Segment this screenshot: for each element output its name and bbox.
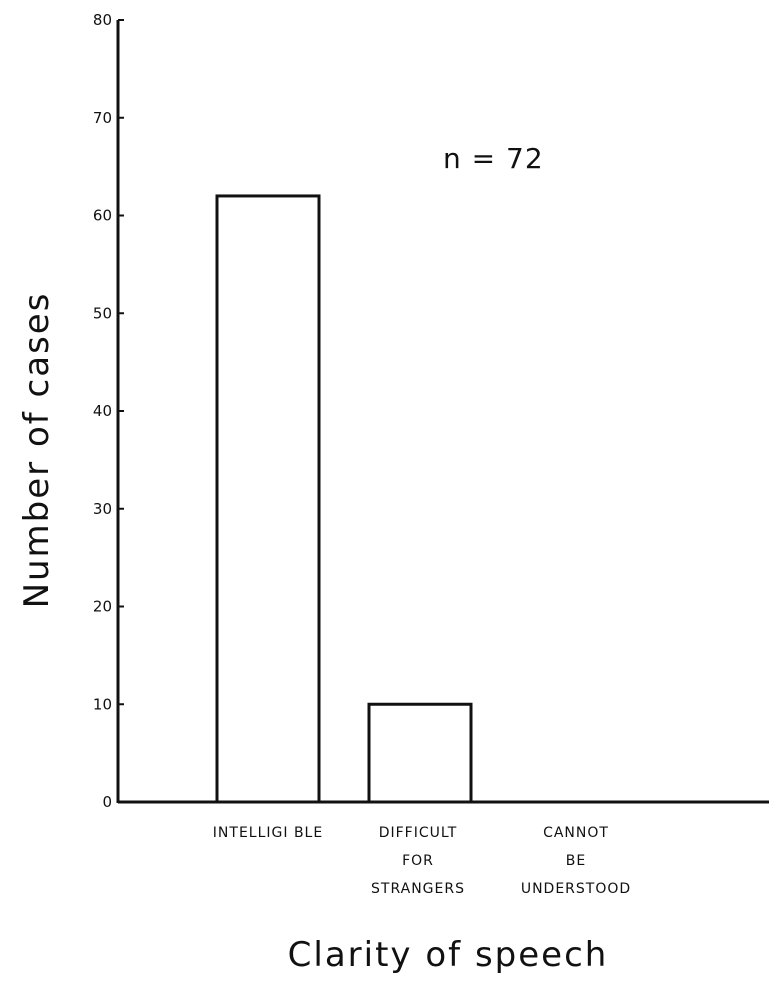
- category-label: CANNOT: [543, 825, 609, 841]
- x-axis-title: Clarity of speech: [288, 935, 609, 975]
- y-tick-label: 0: [102, 793, 112, 811]
- bars: [215, 194, 473, 804]
- y-axis-title: Number of cases: [17, 292, 57, 609]
- y-tick-label: 80: [93, 11, 112, 29]
- y-tick-label: 70: [93, 109, 112, 127]
- category-labels: INTELLIGI BLE DIFFICULT FOR STRANGERS CANNOT…: [213, 825, 631, 897]
- category-label: STRANGERS: [371, 881, 465, 897]
- category-label: DIFFICULT: [379, 825, 458, 841]
- category-label: UNDERSTOOD: [521, 881, 631, 897]
- y-tick-label: 20: [93, 598, 112, 616]
- bar: [367, 702, 473, 804]
- category-label: INTELLIGI BLE: [213, 825, 323, 841]
- category-label: BE: [566, 853, 586, 869]
- y-tick-label: 60: [93, 207, 112, 225]
- y-tick-label: 10: [93, 695, 112, 713]
- bar: [215, 194, 321, 804]
- y-ticks: 0 10 20 30 40 50 60 70 80: [93, 11, 124, 811]
- y-tick-label: 40: [93, 402, 112, 420]
- y-tick-label: 30: [93, 500, 112, 518]
- y-tick-label: 50: [93, 304, 112, 322]
- category-label: FOR: [402, 853, 434, 869]
- annotation-n: n = 72: [443, 142, 544, 175]
